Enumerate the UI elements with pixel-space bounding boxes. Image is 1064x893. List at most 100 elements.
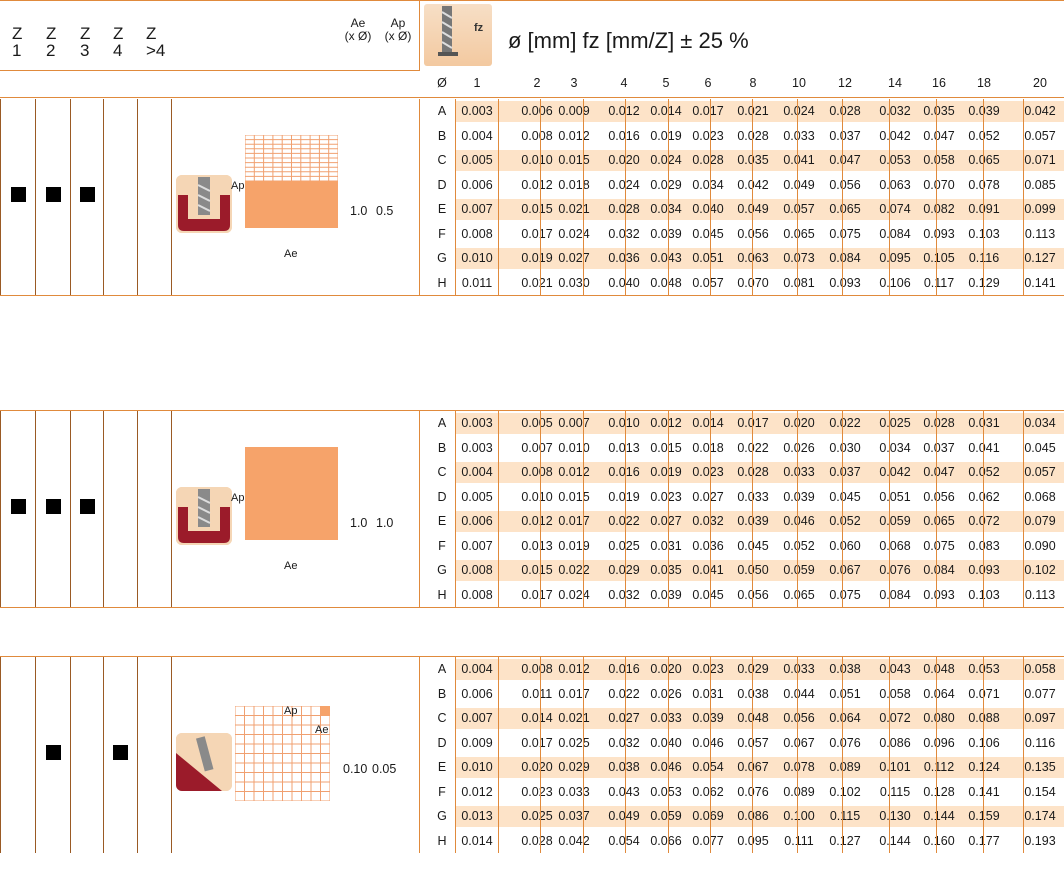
feed-value: 0.022 xyxy=(737,440,769,455)
value-column-divider xyxy=(498,99,499,295)
material-letter: B xyxy=(437,440,447,455)
feed-value: 0.008 xyxy=(521,662,553,676)
value-column-divider xyxy=(936,411,937,607)
feed-value: 0.033 xyxy=(783,128,815,143)
feed-value: 0.049 xyxy=(737,202,769,216)
feed-value: 0.023 xyxy=(521,784,553,799)
feed-value: 0.039 xyxy=(650,587,682,602)
feed-value: 0.078 xyxy=(968,177,1000,192)
value-column-divider xyxy=(797,657,798,853)
value-column-divider xyxy=(668,411,669,607)
diameter-header: 2 xyxy=(533,76,541,90)
material-letter: A xyxy=(437,104,447,118)
row-highlight xyxy=(455,757,1064,778)
value-column-divider xyxy=(583,657,584,853)
feed-value: 0.020 xyxy=(783,416,815,430)
feed-value: 0.063 xyxy=(737,251,769,265)
feed-value: 0.075 xyxy=(923,538,955,553)
z-label-count: >4 xyxy=(146,41,166,60)
ap-value: 1.0 xyxy=(376,516,394,531)
feed-value: 0.017 xyxy=(692,104,724,118)
feed-value: 0.014 xyxy=(461,833,493,848)
tool-image xyxy=(176,486,232,545)
z-column-divider xyxy=(137,99,138,295)
section-left-divider xyxy=(419,411,420,607)
value-column-divider xyxy=(842,657,843,853)
feed-value: 0.090 xyxy=(1024,538,1056,553)
feed-value: 0.056 xyxy=(737,226,769,241)
feed-value: 0.159 xyxy=(968,809,1000,823)
value-column-divider xyxy=(583,99,584,295)
feed-value: 0.023 xyxy=(692,662,724,676)
feed-value: 0.032 xyxy=(608,587,640,602)
feed-value: 0.060 xyxy=(829,538,861,553)
ap-xdia: (x Ø) xyxy=(384,29,412,43)
section-top-rule xyxy=(0,410,1064,411)
fz-tool-icon xyxy=(424,4,492,66)
value-column-divider xyxy=(540,99,541,295)
feed-value: 0.041 xyxy=(968,440,1000,455)
feed-value: 0.010 xyxy=(461,760,493,774)
feed-value: 0.019 xyxy=(521,251,553,265)
ae-value: 0.10 xyxy=(343,762,368,777)
feed-value: 0.057 xyxy=(1024,128,1056,143)
ae-value: 1.0 xyxy=(350,204,368,219)
feed-value: 0.016 xyxy=(608,128,640,143)
feed-value: 0.091 xyxy=(968,202,1000,216)
feed-value: 0.031 xyxy=(968,416,1000,430)
row-highlight xyxy=(455,248,1064,269)
feed-value: 0.036 xyxy=(608,251,640,265)
feed-value: 0.075 xyxy=(829,587,861,602)
row-highlight xyxy=(455,659,1064,680)
value-column-divider xyxy=(1023,411,1024,607)
feed-value: 0.015 xyxy=(558,489,590,504)
feed-value: 0.012 xyxy=(558,662,590,676)
feed-value: 0.010 xyxy=(521,489,553,504)
row-highlight xyxy=(455,199,1064,220)
feed-value: 0.063 xyxy=(879,177,911,192)
value-column-divider xyxy=(455,411,456,607)
diameter-header: 10 xyxy=(792,76,806,90)
feed-value: 0.103 xyxy=(968,587,1000,602)
z-column-divider xyxy=(103,99,104,295)
feed-value: 0.028 xyxy=(521,833,553,848)
feed-value: 0.056 xyxy=(783,711,815,725)
feed-value: 0.039 xyxy=(783,489,815,504)
feed-value: 0.015 xyxy=(650,440,682,455)
z-label-letter: Z xyxy=(113,24,124,43)
feed-value: 0.003 xyxy=(461,104,493,118)
value-column-divider xyxy=(455,657,456,853)
material-letter: F xyxy=(438,538,446,553)
feed-value: 0.082 xyxy=(923,202,955,216)
feed-value: 0.025 xyxy=(879,416,911,430)
feed-value: 0.024 xyxy=(558,587,590,602)
feed-value: 0.128 xyxy=(923,784,955,799)
feed-value: 0.020 xyxy=(521,760,553,774)
feed-value: 0.039 xyxy=(650,226,682,241)
material-letter: B xyxy=(437,686,447,701)
feed-value: 0.043 xyxy=(608,784,640,799)
section-top-rule xyxy=(0,656,1064,657)
feed-value: 0.034 xyxy=(650,202,682,216)
diameter-header: 4 xyxy=(620,76,628,90)
feed-value: 0.097 xyxy=(1024,711,1056,725)
feed-value: 0.016 xyxy=(608,465,640,479)
feed-value: 0.088 xyxy=(968,711,1000,725)
feed-value: 0.130 xyxy=(879,809,911,823)
value-column-divider xyxy=(710,99,711,295)
feed-value: 0.059 xyxy=(650,809,682,823)
feed-value: 0.013 xyxy=(461,809,493,823)
feed-value: 0.020 xyxy=(608,153,640,167)
feed-value: 0.041 xyxy=(783,153,815,167)
feed-value: 0.071 xyxy=(968,686,1000,701)
value-column-divider xyxy=(710,411,711,607)
feed-value: 0.043 xyxy=(879,662,911,676)
feed-value: 0.009 xyxy=(558,104,590,118)
material-letter: F xyxy=(438,784,446,799)
feed-value: 0.038 xyxy=(737,686,769,701)
feed-value: 0.100 xyxy=(783,809,815,823)
feed-value: 0.004 xyxy=(461,128,493,143)
feed-value: 0.093 xyxy=(923,226,955,241)
diameter-header: 12 xyxy=(838,76,852,90)
feed-value: 0.089 xyxy=(829,760,861,774)
